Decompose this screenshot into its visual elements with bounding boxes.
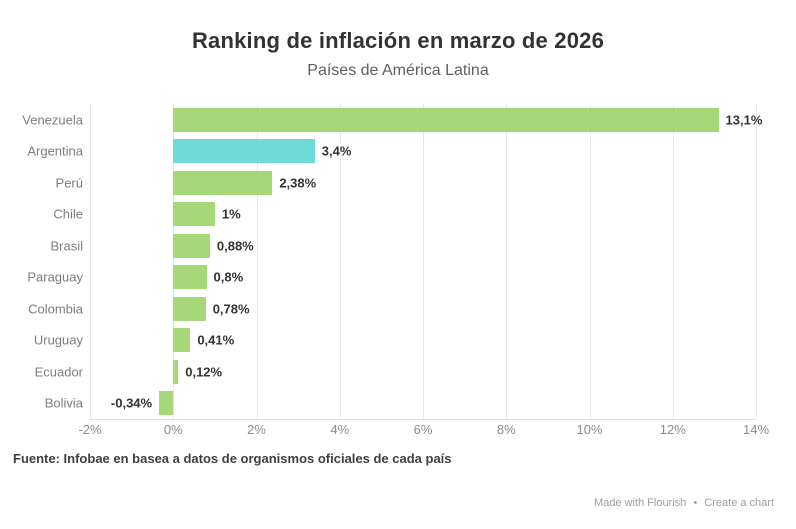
value-label-paraguay: 0,8% bbox=[213, 269, 244, 285]
bar-row: Perú 2,38% bbox=[56, 167, 756, 199]
value-label-ecuador: 0,12% bbox=[185, 364, 223, 380]
gridline bbox=[339, 104, 341, 419]
chart-subtitle: Países de América Latina bbox=[307, 62, 489, 79]
x-tick-label: 14% bbox=[742, 422, 770, 437]
x-tick-label: -2% bbox=[78, 422, 102, 437]
category-label-venezuela: Venezuela bbox=[22, 112, 83, 128]
value-label-bolivia: -0,34% bbox=[110, 395, 153, 411]
bar-row: Colombia 0,78% bbox=[28, 293, 756, 325]
value-label-colombia: 0,78% bbox=[212, 301, 250, 317]
category-label-argentina: Argentina bbox=[27, 143, 83, 159]
gridline bbox=[173, 104, 175, 419]
x-tick-label: 10% bbox=[576, 422, 603, 437]
gridline bbox=[506, 104, 508, 419]
bar-ecuador[interactable] bbox=[173, 359, 179, 384]
category-label-colombia: Colombia bbox=[28, 301, 83, 317]
value-label-uruguay: 0,41% bbox=[197, 332, 235, 348]
bar-row: Paraguay 0,8% bbox=[27, 262, 756, 294]
create-a-chart-link[interactable]: Create a chart bbox=[704, 497, 774, 509]
category-label-paraguay: Paraguay bbox=[27, 269, 83, 285]
value-label-chile: 1% bbox=[221, 206, 241, 222]
category-label-brasil: Brasil bbox=[50, 238, 83, 254]
bar-paraguay[interactable] bbox=[173, 265, 207, 290]
x-tick-label: 0% bbox=[163, 422, 183, 437]
bar-argentina[interactable] bbox=[173, 139, 315, 164]
bar-colombia[interactable] bbox=[173, 296, 206, 321]
x-axis: -2% 0% 2% 4% 6% 8% 10% 12% 14% bbox=[78, 422, 769, 438]
bar-chile[interactable] bbox=[173, 202, 215, 227]
bar-uruguay[interactable] bbox=[173, 328, 191, 353]
bar-peru[interactable] bbox=[173, 170, 273, 195]
bar-rows: Venezuela 13,1% Argentina 3,4% Perú 2,38% Chil… bbox=[22, 104, 762, 420]
chart-title: Ranking de inflación en marzo de 2026 bbox=[191, 28, 605, 53]
value-label-argentina: 3,4% bbox=[321, 143, 352, 159]
category-label-chile: Chile bbox=[53, 206, 83, 222]
made-with-flourish-link[interactable]: Made with Flourish bbox=[593, 497, 687, 509]
gridline bbox=[256, 104, 258, 419]
category-label-uruguay: Uruguay bbox=[33, 332, 83, 348]
x-tick-label: 12% bbox=[659, 422, 686, 437]
value-label-venezuela: 13,1% bbox=[725, 112, 763, 128]
bar-row: Bolivia -0,34% bbox=[45, 388, 756, 420]
category-label-bolivia: Bolivia bbox=[44, 395, 83, 411]
gridline bbox=[672, 104, 674, 419]
bar-row: Chile 1% bbox=[53, 199, 756, 231]
bar-bolivia[interactable] bbox=[159, 391, 174, 416]
plot-area: Venezuela 13,1% Argentina 3,4% Perú 2,38% Chil… bbox=[22, 104, 762, 420]
value-label-peru: 2,38% bbox=[279, 175, 317, 191]
bar-row: Ecuador 0,12% bbox=[35, 356, 756, 388]
category-label-peru: Perú bbox=[55, 175, 83, 191]
bar-row: Uruguay 0,41% bbox=[34, 325, 756, 357]
source-note: Fuente: Infobae en basea a datos de orga… bbox=[13, 451, 452, 466]
bar-row: Brasil 0,88% bbox=[50, 230, 756, 262]
value-label-brasil: 0,88% bbox=[216, 238, 254, 254]
credit-separator: • bbox=[693, 497, 698, 509]
x-tick-label: 2% bbox=[247, 422, 266, 437]
gridline bbox=[589, 104, 591, 419]
gridline bbox=[90, 104, 91, 419]
flourish-credit: Made with Flourish • Create a chart bbox=[594, 497, 774, 509]
bar-brasil[interactable] bbox=[173, 233, 210, 258]
x-tick-label: 6% bbox=[413, 422, 433, 437]
gridline bbox=[756, 104, 757, 419]
x-tick-label: 4% bbox=[330, 422, 350, 437]
bar-row: Venezuela 13,1% bbox=[22, 104, 762, 136]
gridline bbox=[423, 104, 424, 419]
category-label-ecuador: Ecuador bbox=[34, 364, 83, 380]
bar-row: Argentina 3,4% bbox=[27, 136, 756, 168]
x-tick-label: 8% bbox=[496, 422, 516, 437]
bar-venezuela[interactable] bbox=[173, 107, 719, 132]
